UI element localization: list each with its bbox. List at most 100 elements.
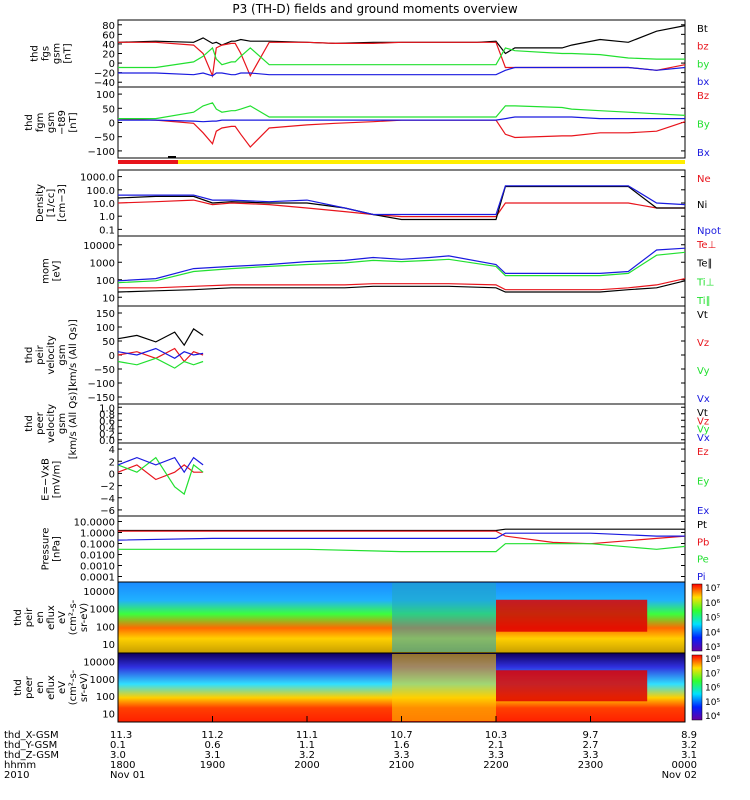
y-axis-label: −t89 [57,110,68,135]
y-tick-label: −50 [94,133,115,144]
y-axis-label: eV [57,611,68,624]
series-line-Ez [117,464,204,481]
series-line-Pi [117,532,685,541]
y-tick-label: 100 [96,276,115,287]
x-tick-label: 3.1 [681,750,697,761]
y-axis-label-group: thd peir en eflux eV (cm²-s-sr-eV) [13,599,90,635]
y-tick-label: 10000 [83,241,115,252]
legend-entry: bx [697,77,709,88]
series-line-Pb [118,530,686,545]
legend-entry: Ez [697,447,709,458]
y-tick-label: 0.0010 [80,562,115,573]
y-axis-label: sr-eV) [79,603,90,632]
colorbar-tick-label: 10⁴ [705,628,720,638]
y-tick-label: −40 [94,78,115,89]
x-tick-label: 9.7 [583,730,599,741]
y-tick-label: 60 [102,30,115,41]
y-tick-label: −2 [100,482,115,493]
panel-frame-1 [117,86,686,159]
y-tick-label: −50 [94,365,115,376]
y-axis-label-group: Pressure [nPa] [41,528,63,571]
colorbar-tick-label: 10⁶ [705,599,720,609]
series-line-Ni [117,185,685,221]
y-axis-label-group: E=−VxB [mV/m] [41,458,63,501]
series-line-Ex [117,456,204,474]
spectrogram-region [392,654,496,721]
x-tick-label: Nov 01 [110,770,145,781]
legend-entry: Bz [697,91,709,102]
y-axis-label: (cm²-s- [68,599,79,635]
legend-entry: Ne [697,174,711,185]
y-axis-label: thd [24,114,35,131]
x-tick-label: 1.6 [394,740,410,751]
x-tick-label: 2100 [389,760,414,771]
y-axis-label: [nPa] [52,536,63,562]
y-axis-label-group: thd peer en eflux eV (cm²-s-sr-eV) [13,669,90,705]
y-axis-label: peer [24,675,35,699]
y-axis-label: thd [24,415,35,432]
colorbar-tick-label: 10⁷ [705,584,720,594]
legend-entry: Pb [697,537,709,548]
y-tick-label: 1000 [90,605,115,616]
y-tick-label: −20 [94,69,115,80]
y-tick-label: 1.0 [99,403,115,414]
y-tick-label: 1000 [90,258,115,269]
x-axis-row-label: thd_X-GSM [4,730,59,741]
x-tick-label: 2.1 [488,740,504,751]
panel-frame-6 [117,442,686,517]
y-tick-label: 80 [102,21,115,32]
colorbar [691,583,703,652]
x-tick-label: 2.7 [583,740,599,751]
y-tick-label: 0.0 [99,436,115,447]
x-axis-row-label: 2010 [4,770,29,781]
spectrogram-region [496,670,648,702]
x-tick-label: 11.3 [110,730,132,741]
x-tick-label: 1.1 [299,740,315,751]
y-axis-label: peer [35,411,46,435]
series-line-Ey [117,456,204,496]
x-tick-label: 10.3 [485,730,507,741]
series-line-Ne [117,199,685,218]
y-axis-label: [eV] [52,261,63,282]
legend-entry: Vt [697,310,708,321]
legend-entry: Bt [697,24,708,35]
series-line-bz [118,41,686,79]
y-axis-label: mom [41,258,52,284]
y-tick-label: 100 [96,90,115,101]
x-tick-label: 3.2 [299,750,315,761]
y-axis-label: gsm [46,112,57,133]
series-line-bx [118,66,686,77]
x-tick-label: 1800 [110,760,135,771]
legend-entry: bz [697,42,709,53]
panel-frame-5 [117,403,686,444]
series-line-By [118,102,686,120]
series-line-Bt [117,25,686,55]
y-tick-label: 10 [102,640,115,651]
y-tick-label: −150 [88,393,115,404]
colorbar-tick-label: 10⁵ [705,698,720,708]
y-axis-label: velocity [46,335,57,374]
legend-entry: Vy [697,425,710,436]
y-axis-label: thd [13,609,24,626]
y-axis-label: [km/s (All Qs)] [68,388,79,460]
legend-entry: Npot [697,226,721,237]
y-tick-label: 0.6 [99,416,115,427]
status-bar-red [118,160,178,164]
x-tick-label: 3.2 [681,740,697,751]
y-axis-label: eflux [46,605,57,630]
y-tick-label: 50 [102,104,115,115]
series-line-Vy [117,357,204,369]
y-tick-label: 40 [102,40,115,51]
series-line-Pt [118,528,685,532]
y-tick-label: 0.0001 [80,573,115,584]
y-tick-label: 0 [109,59,115,70]
y-tick-label: 10 [102,293,115,304]
y-axis-label: Pressure [41,528,52,571]
legend-entry: Ti⊥ [696,277,714,288]
colorbar-tick-label: 10⁶ [705,684,720,694]
y-axis-label: E=−VxB [41,458,52,501]
chart-title: P3 (TH-D) fields and ground moments over… [232,2,518,16]
y-axis-label: [mV/m] [52,461,63,499]
x-tick-label: 0.1 [110,740,126,751]
colorbar-tick-label: 10⁷ [705,669,720,679]
